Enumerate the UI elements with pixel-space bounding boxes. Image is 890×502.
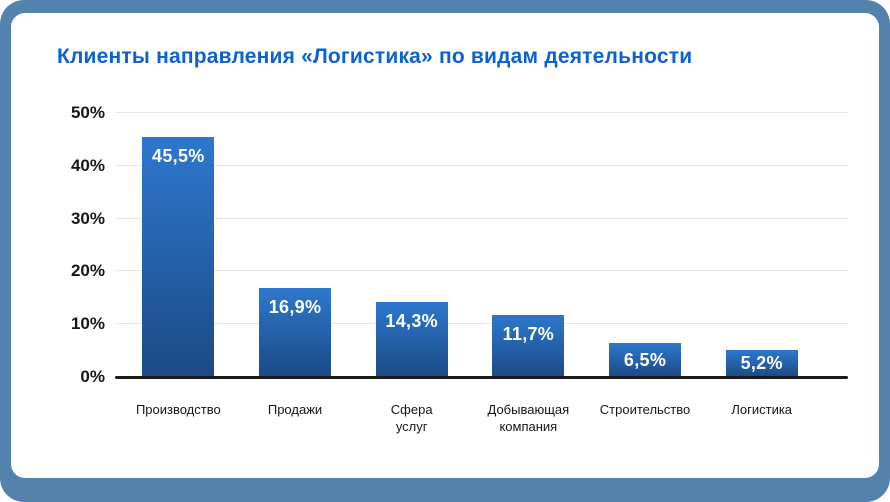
bar-value-label: 16,9% — [268, 296, 322, 317]
bar-column: 5,2% — [703, 113, 820, 377]
bar-prodazhi: 16,9% — [259, 287, 331, 377]
y-axis-tick-label: 30% — [70, 208, 105, 228]
category-label: Логистика — [731, 402, 793, 417]
bar-value-label: 45,5% — [152, 145, 205, 166]
bar-proizvodstvo: 45,5% — [142, 136, 215, 377]
chart-card: Клиенты направления «Логистика» по видам… — [11, 13, 879, 478]
gridline — [115, 270, 848, 272]
bar-value-label: 14,3% — [385, 310, 438, 331]
category-label: Сфера услуг — [390, 402, 433, 434]
y-axis-tick-label: 50% — [70, 103, 105, 122]
bar-column: 14,3% — [353, 113, 470, 377]
page-title: Клиенты направления «Логистика» по видам… — [57, 45, 693, 68]
bar-value-label: 11,7% — [502, 324, 555, 345]
category-label: Строительство — [599, 402, 691, 417]
bar-column: 45,5% — [120, 113, 237, 377]
bar-column: 11,7% — [470, 113, 587, 377]
bar-sfera-uslug: 14,3% — [375, 301, 448, 377]
category-label: Добывающая компания — [487, 402, 570, 434]
bar-dobyvayushchaya: 11,7% — [492, 315, 565, 377]
gridline — [115, 323, 848, 325]
bar-column: 16,9% — [237, 113, 354, 377]
x-axis-line — [115, 376, 848, 379]
bar-logistika: 5,2% — [725, 349, 798, 377]
bars-container: 45,5% 16,9% 14,3% — [120, 113, 820, 377]
bar-stroitelstvo: 6,5% — [609, 342, 682, 377]
category-label: Продажи — [267, 402, 323, 417]
gridline — [115, 164, 848, 166]
y-axis-tick-label: 10% — [70, 314, 105, 334]
category-label: Производство — [135, 402, 221, 417]
bar-column: 6,5% — [587, 113, 704, 377]
bar-value-label: 6,5% — [623, 349, 667, 370]
y-axis-tick-label: 40% — [70, 155, 105, 175]
bar-value-label: 5,2% — [740, 353, 783, 374]
gridline — [115, 112, 848, 113]
category-labels: Производство Продажи Сфера услуг Добываю… — [120, 401, 820, 435]
gridline — [115, 217, 848, 219]
y-axis-tick-label: 20% — [70, 261, 105, 281]
plot-area: 45,5% 16,9% 14,3% — [71, 103, 848, 386]
y-axis-tick-label: 0% — [80, 367, 105, 386]
